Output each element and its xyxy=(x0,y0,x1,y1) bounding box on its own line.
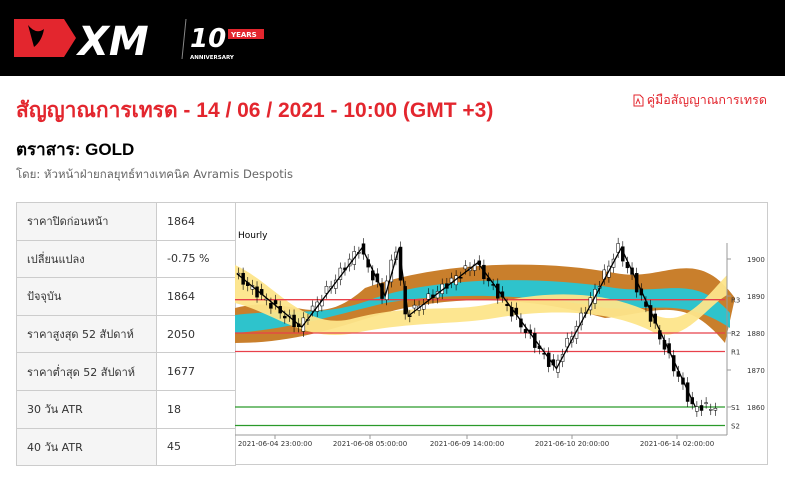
stat-value: 1864 xyxy=(156,277,236,316)
candle xyxy=(426,293,431,300)
page-title: สัญญาณการเทรด - 14 / 06 / 2021 - 10:00 (… xyxy=(16,99,494,122)
chart-svg: Hourly R3 R2 R1 S1 S2 1900 1890 1880 1870 1860 2021… xyxy=(235,231,765,448)
stat-value: 2050 xyxy=(156,314,236,354)
xm-logo[interactable]: XM 10 YEARS ANNIVERSARY xyxy=(14,15,270,61)
signal-guide-link[interactable]: คู่มือสัญญาณการเทรด xyxy=(633,90,767,110)
orange-ribbon xyxy=(235,264,735,343)
yellow-ribbon xyxy=(235,265,727,336)
instrument-heading: ตราสาร: GOLD xyxy=(16,140,135,159)
stat-value: 1677 xyxy=(156,352,236,391)
candle xyxy=(310,305,315,312)
author-byline: โดย: หัวหน้าฝ่ายกลยุทธ์ทางเทคนิค Avramis… xyxy=(16,167,293,181)
stats-row: เปลี่ยนแปลง -0.75 % xyxy=(16,239,236,279)
stats-row: 40 วัน ATR 45 xyxy=(16,427,236,467)
x-tick-label: 2021-06-09 14:00:00 xyxy=(430,440,504,448)
candle xyxy=(458,277,463,279)
x-tick-label: 2021-06-08 05:00:00 xyxy=(333,440,407,448)
level-label-r2: R2 xyxy=(731,330,740,338)
candle xyxy=(709,409,713,411)
level-label-r1: R1 xyxy=(731,349,740,357)
candle xyxy=(324,286,329,294)
candle xyxy=(565,337,569,348)
candle xyxy=(273,300,278,305)
stat-label: ราคาปิดก่อนหน้า xyxy=(16,202,157,241)
level-label-s2: S2 xyxy=(731,423,740,431)
stat-value: 1864 xyxy=(156,202,236,241)
stat-label: 40 วัน ATR xyxy=(16,427,157,467)
x-tick-label: 2021-06-04 23:00:00 xyxy=(238,440,312,448)
y-tick-label: 1900 xyxy=(747,256,765,264)
stats-table: ราคาปิดก่อนหน้า 1864 เปลี่ยนแปลง -0.75 % ปัจ… xyxy=(16,202,236,467)
stat-value: 18 xyxy=(156,389,236,429)
level-label-r3: R3 xyxy=(731,297,740,305)
candle xyxy=(380,283,384,299)
stats-row: ราคาปิดก่อนหน้า 1864 xyxy=(16,202,236,241)
level-label-s1: S1 xyxy=(731,404,740,412)
price-chart: Hourly R3 R2 R1 S1 S2 1900 1890 1880 1870 1860 2021… xyxy=(235,202,768,465)
x-tick-label: 2021-06-10 20:00:00 xyxy=(535,440,609,448)
stat-label: 30 วัน ATR xyxy=(16,389,157,429)
stat-label: ปัจจุบัน xyxy=(16,277,157,316)
svg-text:YEARS: YEARS xyxy=(230,31,257,39)
candle xyxy=(713,408,718,411)
pdf-icon xyxy=(633,94,644,106)
stats-row: ราคาสูงสุด 52 สัปดาห์ 2050 xyxy=(16,314,236,354)
candle xyxy=(236,272,241,275)
x-tick-label: 2021-06-14 02:00:00 xyxy=(640,440,714,448)
candle xyxy=(283,315,287,319)
signal-guide-label: คู่มือสัญญาณการเทรด xyxy=(646,92,767,107)
candle xyxy=(412,304,417,309)
stat-label: ราคาต่ำสุด 52 สัปดาห์ xyxy=(16,352,157,391)
y-tick-label: 1890 xyxy=(747,293,765,301)
svg-text:10: 10 xyxy=(190,24,226,54)
stat-label: เปลี่ยนแปลง xyxy=(16,239,157,279)
candle xyxy=(523,329,528,333)
stat-value: 45 xyxy=(156,427,236,467)
teal-ribbon xyxy=(235,280,730,333)
stat-label: ราคาสูงสุด 52 สัปดาห์ xyxy=(16,314,157,354)
candle xyxy=(269,302,273,309)
candle xyxy=(255,286,259,298)
stat-value: -0.75 % xyxy=(156,239,236,279)
candle xyxy=(463,265,468,270)
zigzag-line xyxy=(236,246,696,408)
chart-title: Hourly xyxy=(238,231,268,241)
stats-row: ปัจจุบัน 1864 xyxy=(16,277,236,316)
y-tick-label: 1860 xyxy=(747,404,765,412)
svg-text:ANNIVERSARY: ANNIVERSARY xyxy=(190,55,235,61)
stats-row: ราคาต่ำสุด 52 สัปดาห์ 1677 xyxy=(16,352,236,391)
candle xyxy=(695,406,699,412)
stats-row: 30 วัน ATR 18 xyxy=(16,389,236,429)
candle xyxy=(699,405,704,411)
svg-text:XM: XM xyxy=(75,19,149,61)
site-header: XM 10 YEARS ANNIVERSARY xyxy=(0,0,785,76)
y-tick-label: 1870 xyxy=(747,367,765,375)
candle xyxy=(704,402,708,404)
y-tick-label: 1880 xyxy=(747,330,765,338)
